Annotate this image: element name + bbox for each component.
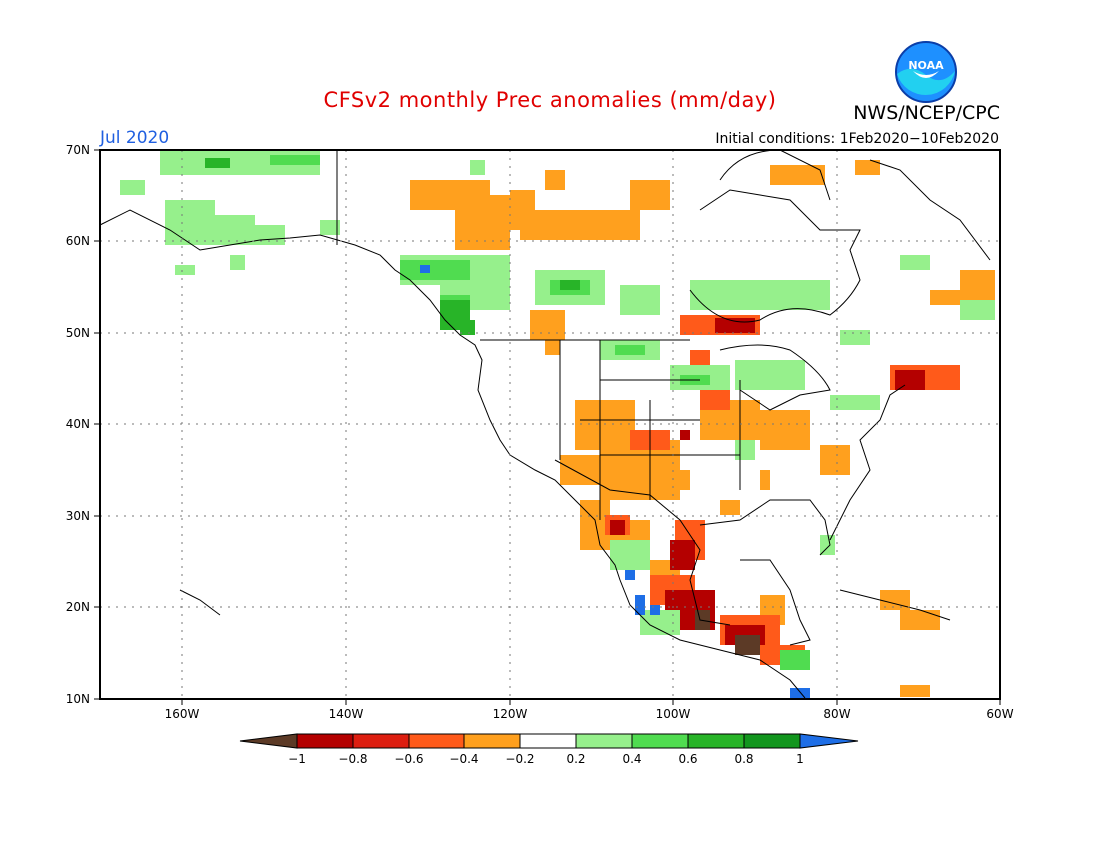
colorbar-label: −0.2 <box>505 752 534 766</box>
longitude-labels: 160W 140W 120W 100W 80W 60W <box>165 707 1014 721</box>
colorbar-label: 0.2 <box>566 752 585 766</box>
chart-title: CFSv2 monthly Prec anomalies (mm/day) <box>323 88 777 112</box>
initial-conditions: Initial conditions: 1Feb2020−10Feb2020 <box>715 131 999 147</box>
gridlines <box>100 150 1000 699</box>
colorbar-label: 1 <box>796 752 804 766</box>
colorbar-swatch-2 <box>352 733 410 749</box>
lon-label: 160W <box>165 707 200 721</box>
lat-label: 50N <box>66 326 90 340</box>
lat-label: 20N <box>66 600 90 614</box>
lat-label: 10N <box>66 692 90 706</box>
colorbar-swatch-3 <box>408 733 465 749</box>
latitude-labels: 70N 60N 50N 40N 30N 20N 10N <box>66 143 90 706</box>
lon-label: 80W <box>823 707 850 721</box>
colorbar-swatch-4 <box>463 733 521 749</box>
colorbar-swatch-5 <box>519 733 577 749</box>
colorbar-swatch-10 <box>799 733 859 749</box>
colorbar-label: −0.8 <box>338 752 367 766</box>
colorbar-label: 0.4 <box>622 752 641 766</box>
colorbar-label: −1 <box>288 752 306 766</box>
colorbar-swatch-7 <box>631 733 689 749</box>
colorbar-label: −0.6 <box>394 752 423 766</box>
agency-label: NWS/NCEP/CPC <box>853 102 1000 124</box>
noaa-logo: NOAA <box>895 41 957 103</box>
lon-label: 60W <box>986 707 1013 721</box>
lat-label: 40N <box>66 417 90 431</box>
colorbar-label: 0.6 <box>678 752 697 766</box>
colorbar-swatch-6 <box>575 733 633 749</box>
colorbar-label: 0.8 <box>734 752 753 766</box>
colorbar-swatch-0 <box>239 733 298 749</box>
colorbar-swatch-9 <box>743 733 801 749</box>
logo-text: NOAA <box>908 59 944 72</box>
lat-label: 60N <box>66 234 90 248</box>
coastlines <box>99 149 991 699</box>
lat-label: 30N <box>66 509 90 523</box>
axis-ticks <box>94 149 1001 705</box>
colorbar-swatch-8 <box>687 733 745 749</box>
lat-label: 70N <box>66 143 90 157</box>
valid-month: Jul 2020 <box>100 128 170 148</box>
colorbar-swatch-1 <box>296 733 354 749</box>
colorbar-label: −0.4 <box>449 752 478 766</box>
lon-label: 120W <box>493 707 528 721</box>
lon-label: 140W <box>329 707 364 721</box>
lon-label: 100W <box>656 707 691 721</box>
